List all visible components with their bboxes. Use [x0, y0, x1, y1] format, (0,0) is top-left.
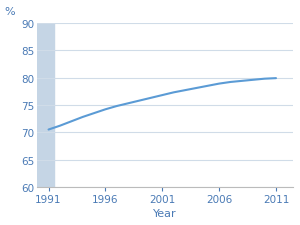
Bar [37, 24, 54, 187]
X-axis label: Year: Year [153, 208, 177, 218]
Text: %: % [4, 7, 14, 17]
